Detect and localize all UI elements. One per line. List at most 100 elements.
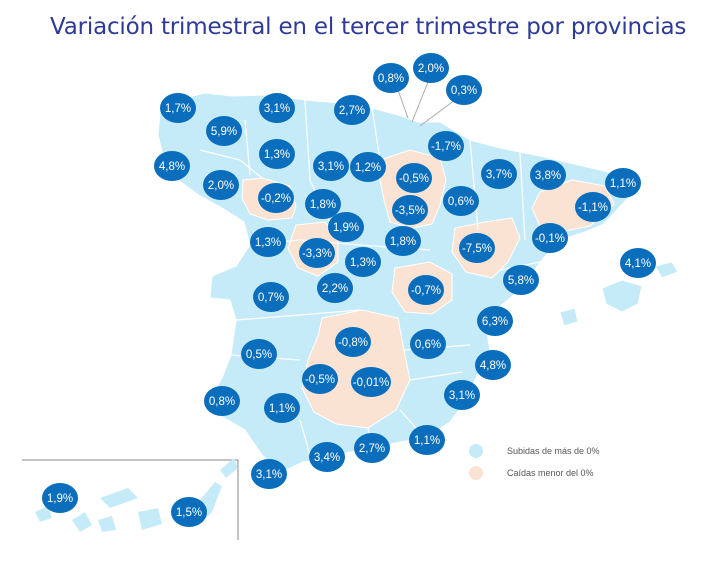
province-bubble: -0,5% — [302, 364, 338, 394]
bubble-shape — [530, 160, 566, 190]
bubble-shape — [575, 192, 611, 222]
province-bubble: 1,3% — [259, 139, 295, 169]
bubble-shape — [475, 350, 511, 380]
bubble-label: 2,0% — [208, 180, 234, 192]
bubble-label: -3,3% — [302, 248, 332, 260]
bubble-label: 1,5% — [176, 507, 202, 519]
province-bubble: -0,7% — [408, 275, 444, 305]
province-bubble: 3,4% — [309, 442, 345, 472]
bubble-shape — [317, 273, 353, 303]
bubble-label: 3,1% — [449, 390, 475, 402]
province-bubble: -7,5% — [459, 233, 495, 263]
province-bubble: 3,7% — [481, 159, 517, 189]
bubble-label: 0,6% — [415, 339, 441, 351]
bubble-shape — [305, 189, 341, 219]
bubble-label: 1,1% — [414, 435, 440, 447]
bubble-shape — [392, 195, 428, 225]
province-bubble: 0,6% — [410, 329, 446, 359]
bubble-label: 6,3% — [482, 316, 508, 328]
bubble-shape — [204, 386, 240, 416]
province-bubble: 1,1% — [264, 393, 300, 423]
bubble-shape — [171, 497, 207, 527]
province-bubble: -1,7% — [428, 131, 464, 161]
province-bubble: 1,8% — [305, 189, 341, 219]
province-bubble: 0,3% — [446, 75, 482, 105]
bubble-shape — [264, 393, 300, 423]
province-bubble: 4,8% — [154, 151, 190, 181]
province-bubble: 2,0% — [413, 53, 449, 83]
province-bubble: 0,8% — [373, 63, 409, 93]
province-bubble: 1,8% — [385, 226, 421, 256]
bubble-shape — [385, 226, 421, 256]
province-bubble: 2,7% — [334, 95, 370, 125]
bubble-label: 0,8% — [378, 73, 404, 85]
bubble-shape — [313, 151, 349, 181]
bubble-label: 4,8% — [480, 360, 506, 372]
bubble-shape — [373, 63, 409, 93]
province-bubble: 5,8% — [503, 265, 539, 295]
bubble-label: 1,3% — [350, 257, 376, 269]
bubble-shape — [259, 139, 295, 169]
province-bubble: 3,8% — [530, 160, 566, 190]
province-bubble: -0,01% — [351, 367, 391, 397]
legend-label-rise: Subidas de más de 0% — [507, 446, 600, 456]
province-bubble: 5,9% — [206, 116, 242, 146]
province-bubble: 1,1% — [409, 425, 445, 455]
pointer-lines — [397, 81, 456, 127]
province-bubble: 2,2% — [317, 273, 353, 303]
bubble-shape — [413, 53, 449, 83]
bubble-label: 1,1% — [269, 403, 295, 415]
province-bubble: 6,3% — [477, 306, 513, 336]
bubble-shape — [396, 163, 432, 193]
bubble-shape — [302, 364, 338, 394]
province-bubble: 2,7% — [354, 433, 390, 463]
bubble-label: 3,1% — [264, 103, 290, 115]
province-bubble: -0,1% — [532, 223, 568, 253]
bubble-shape — [334, 95, 370, 125]
province-bubble: 1,1% — [605, 168, 641, 198]
province-bubble: 0,8% — [204, 386, 240, 416]
bubble-shape — [250, 227, 286, 257]
bubble-label: 1,7% — [165, 103, 191, 115]
legend: Subidas de más de 0% Caídas menor del 0% — [469, 444, 600, 480]
bubble-shape — [444, 380, 480, 410]
province-bubble: 4,1% — [620, 248, 656, 278]
bubble-label: 3,4% — [314, 452, 340, 464]
bubble-shape — [443, 186, 479, 216]
bubble-label: 2,2% — [322, 283, 348, 295]
province-bubble: 1,7% — [160, 93, 196, 123]
bubble-label: 1,2% — [355, 162, 381, 174]
province-bubble: -0,2% — [258, 183, 294, 213]
bubble-shape — [477, 306, 513, 336]
bubble-shape — [503, 265, 539, 295]
bubble-shape — [253, 282, 289, 312]
bubble-shape — [532, 223, 568, 253]
bubble-shape — [328, 212, 364, 242]
bubble-shape — [605, 168, 641, 198]
bubble-shape — [408, 275, 444, 305]
province-bubble: 3,1% — [313, 151, 349, 181]
province-bubble: 2,0% — [203, 170, 239, 200]
province-bubble: 1,5% — [171, 497, 207, 527]
province-bubble: 0,6% — [443, 186, 479, 216]
bubble-shape — [259, 93, 295, 123]
province-bubble: 3,1% — [259, 93, 295, 123]
bubble-label: -0,5% — [399, 173, 429, 185]
bubble-shape — [160, 93, 196, 123]
bubble-shape — [154, 151, 190, 181]
bubble-label: -0,1% — [535, 233, 565, 245]
province-bubble: 4,8% — [475, 350, 511, 380]
bubble-shape — [206, 116, 242, 146]
bubble-shape — [42, 483, 78, 513]
bubble-label: 3,1% — [256, 469, 282, 481]
province-bubble: 3,1% — [444, 380, 480, 410]
province-bubble: -1,1% — [575, 192, 611, 222]
bubble-label: 1,9% — [333, 222, 359, 234]
bubble-label: 3,1% — [318, 161, 344, 173]
bubble-label: 4,8% — [159, 161, 185, 173]
bubble-shape — [335, 327, 371, 357]
bubble-label: -0,8% — [338, 337, 368, 349]
bubble-shape — [309, 442, 345, 472]
province-bubble: -0,8% — [335, 327, 371, 357]
bubble-shape — [428, 131, 464, 161]
